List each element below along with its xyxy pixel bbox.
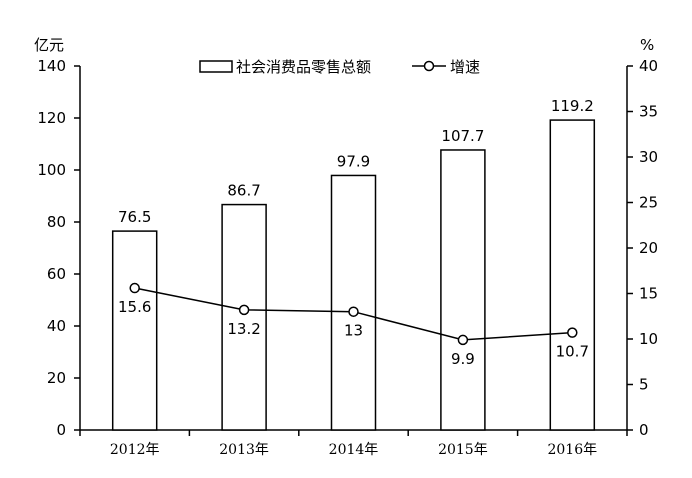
left-tick-label: 40 xyxy=(47,317,66,335)
bar-value-label: 107.7 xyxy=(441,127,484,145)
x-tick-label: 2014年 xyxy=(329,442,379,458)
x-tick-label: 2013年 xyxy=(219,442,269,458)
growth-value-label: 9.9 xyxy=(451,350,475,368)
bar xyxy=(440,149,486,431)
bar xyxy=(111,230,158,431)
right-tick-label: 25 xyxy=(639,194,658,212)
right-tick-label: 35 xyxy=(639,103,658,121)
bar xyxy=(549,119,596,431)
plot-area: 0 20 40 60 80 100 120 140 0 5 10 15 20 25 30 35 40 76.5 86… xyxy=(37,57,658,458)
right-tick-label: 15 xyxy=(639,285,658,303)
bar-value-label: 76.5 xyxy=(118,208,151,226)
x-tick-label: 2016年 xyxy=(547,442,597,458)
left-axis-unit: 亿元 xyxy=(34,36,64,54)
legend-bar-label: 社会消费品零售总额 xyxy=(236,58,371,76)
growth-point xyxy=(238,304,250,316)
left-tick-label: 120 xyxy=(37,109,66,127)
x-tick-label: 2015年 xyxy=(438,442,488,458)
growth-value-label: 10.7 xyxy=(556,343,589,361)
left-tick-label: 80 xyxy=(47,213,66,231)
left-tick-label: 140 xyxy=(37,57,66,75)
left-tick-label: 100 xyxy=(37,161,66,179)
right-tick-label: 40 xyxy=(639,57,658,75)
right-tick-label: 10 xyxy=(639,330,658,348)
bar-value-label: 119.2 xyxy=(551,97,594,115)
growth-point xyxy=(567,327,578,338)
legend-line-marker xyxy=(423,60,435,72)
right-tick-label: 20 xyxy=(639,239,658,257)
right-tick-label: 30 xyxy=(639,148,658,166)
bar xyxy=(330,174,377,431)
right-tick-label: 0 xyxy=(639,421,649,439)
growth-point xyxy=(348,306,359,317)
right-axis-unit: % xyxy=(640,36,654,54)
growth-value-label: 13 xyxy=(344,322,363,340)
growth-point xyxy=(129,282,140,294)
bar-value-label: 97.9 xyxy=(337,152,370,170)
left-tick-label: 20 xyxy=(47,369,66,387)
legend: 社会消费品零售总额 增速 xyxy=(199,58,480,76)
growth-point xyxy=(457,334,469,346)
growth-value-label: 15.6 xyxy=(118,298,151,316)
legend-line-label: 增速 xyxy=(450,58,480,76)
right-tick-label: 5 xyxy=(639,376,649,394)
legend-bar-swatch xyxy=(199,60,233,73)
left-tick-label: 60 xyxy=(47,265,66,283)
bar-value-label: 86.7 xyxy=(227,182,260,200)
bar xyxy=(221,203,267,431)
growth-value-label: 13.2 xyxy=(227,320,260,338)
x-tick-label: 2012年 xyxy=(110,442,160,458)
left-tick-label: 0 xyxy=(56,421,66,439)
